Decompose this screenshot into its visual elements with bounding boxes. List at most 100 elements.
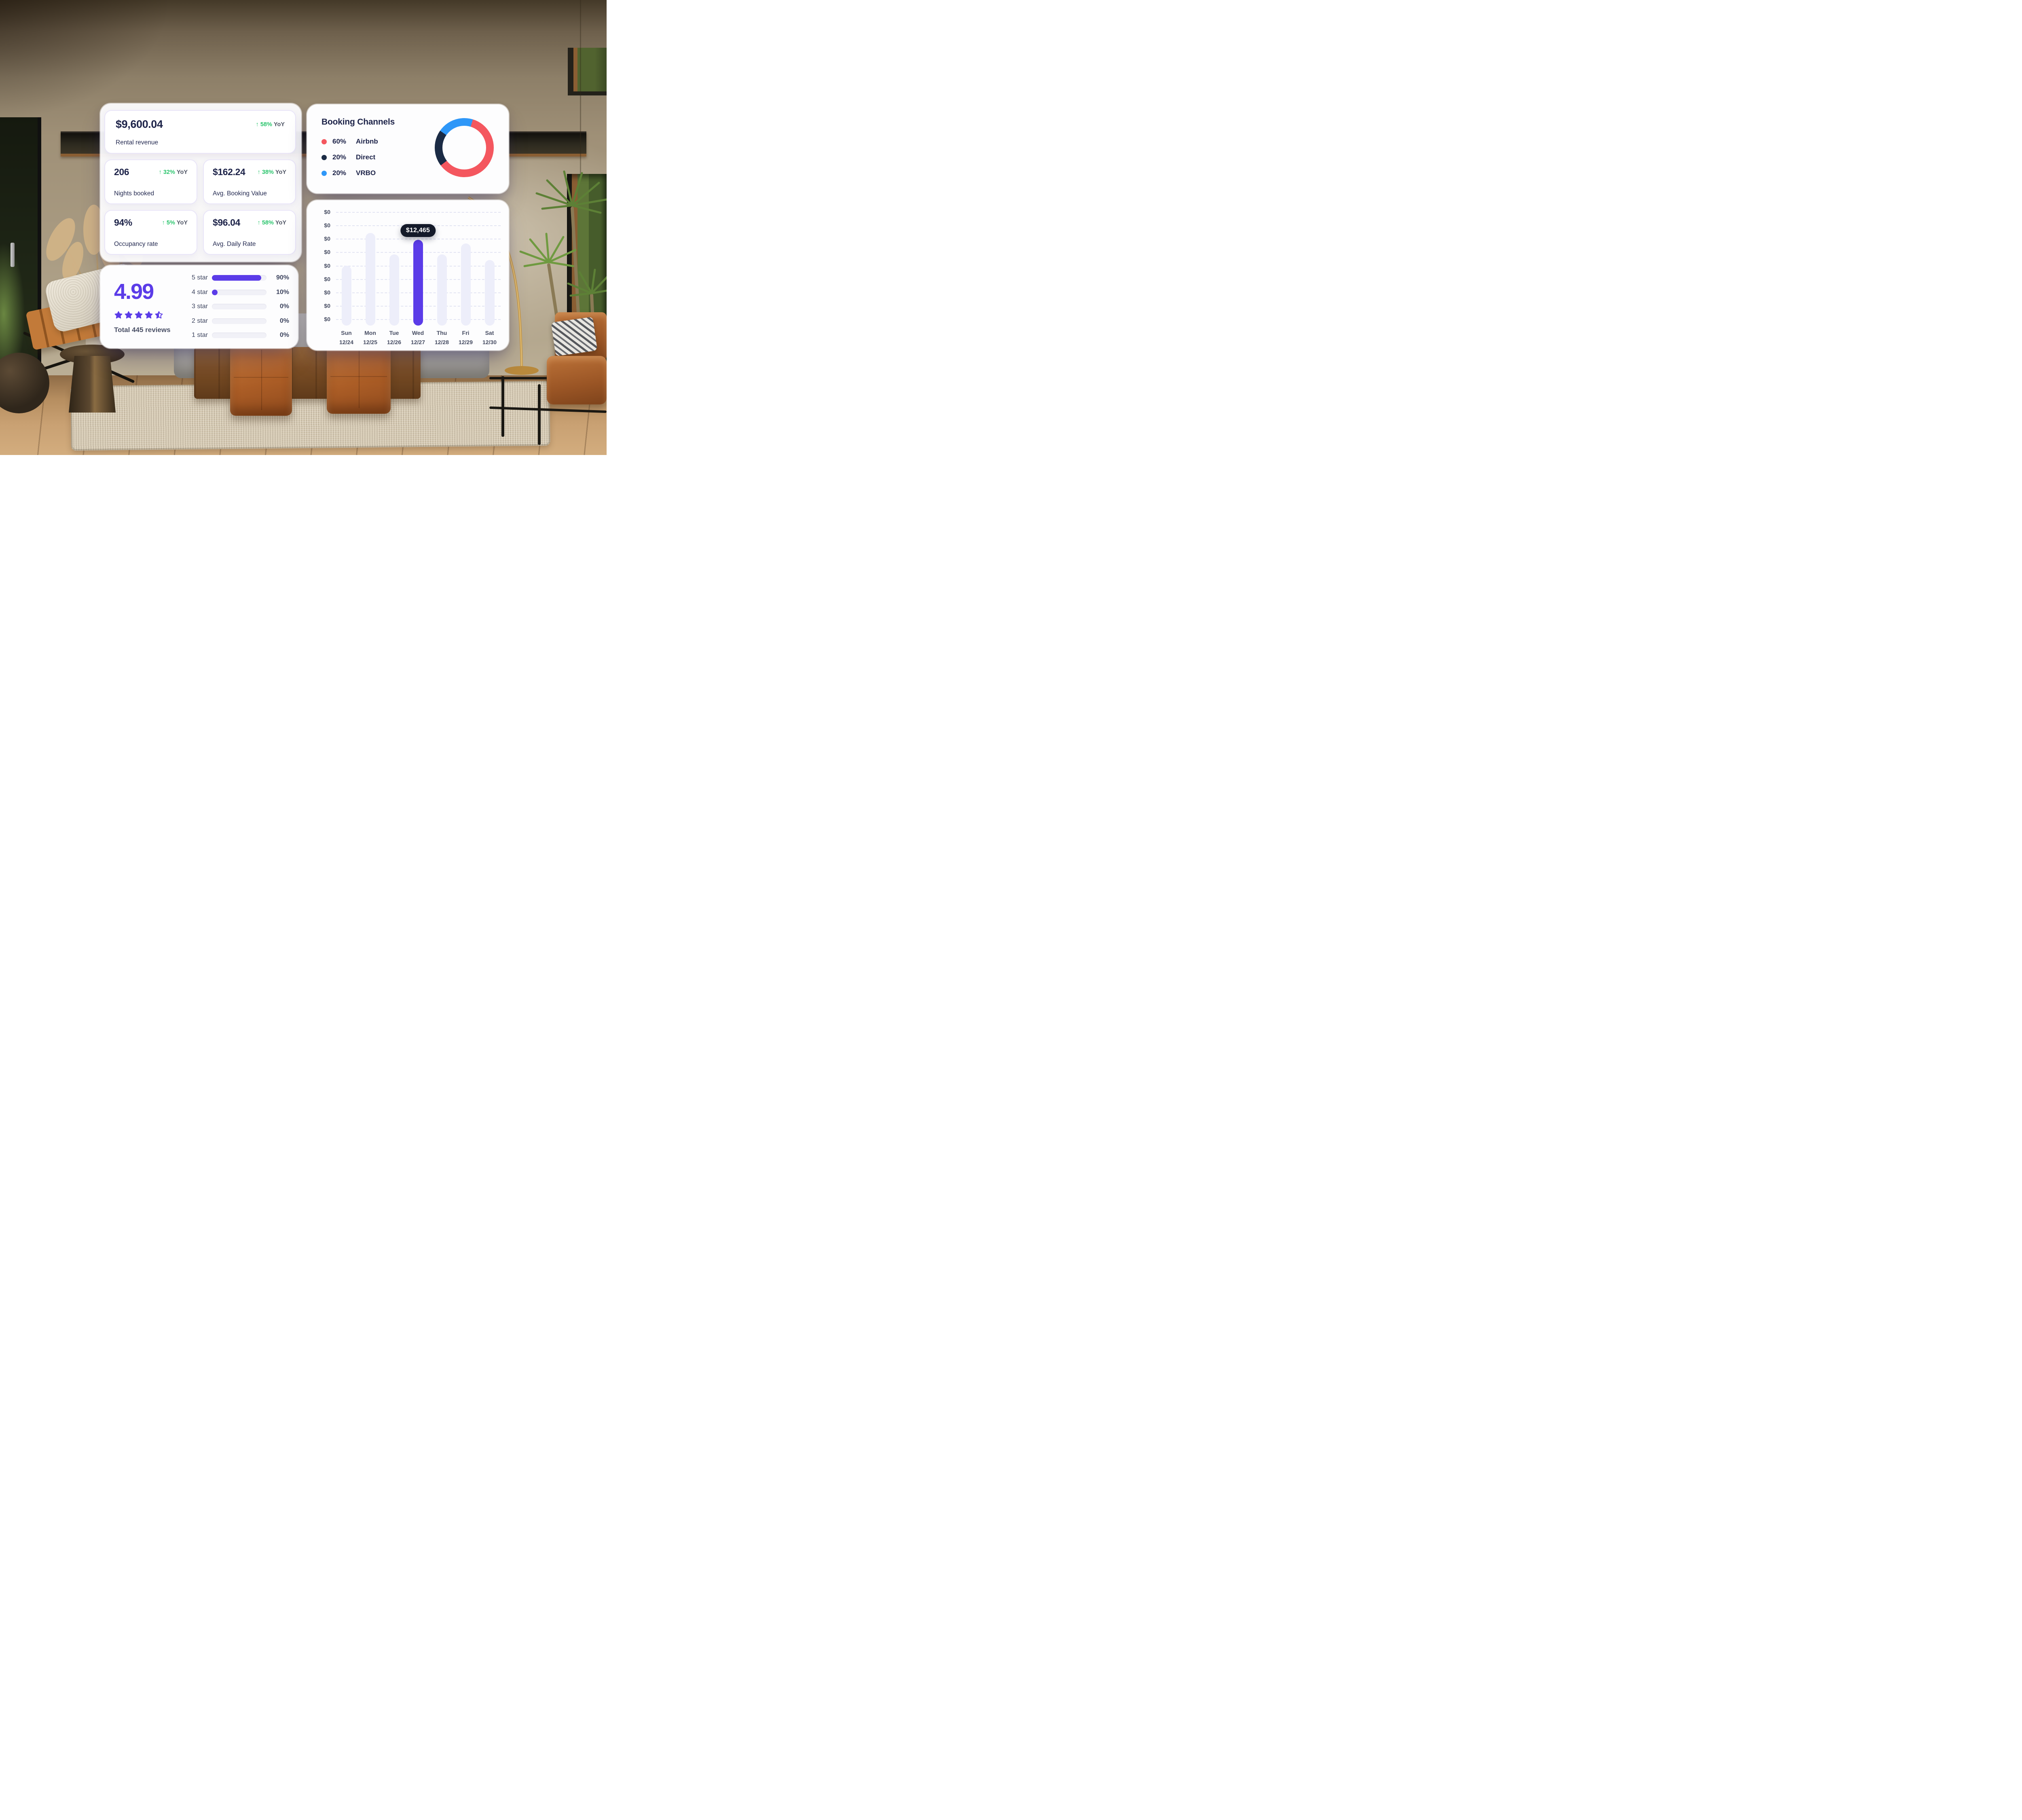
x-tick-fri: Fri 12/29 xyxy=(454,330,478,345)
donut-chart[interactable] xyxy=(435,118,494,177)
revenue-bar[interactable] xyxy=(341,265,351,326)
review-row-percent: 0% xyxy=(279,332,289,339)
review-row-4-star: 4 star 10% xyxy=(187,289,289,296)
bar-column-sat xyxy=(478,212,501,326)
review-bar-track xyxy=(212,275,266,281)
y-tick-label: $0 xyxy=(324,275,330,282)
revenue-chart-card: $0 $0 $0 $0 $0 $0 $0 $0 $0 $12,465 Sun 12/24 Mon 1… xyxy=(307,200,509,350)
avg-daily-rate-value: $96.04 xyxy=(213,217,240,228)
x-date-label: 12/26 xyxy=(387,339,402,345)
leather-armchair-seat xyxy=(547,356,607,404)
y-tick-label: $0 xyxy=(324,222,330,229)
x-tick-mon: Mon 12/25 xyxy=(358,330,382,345)
revenue-bar[interactable] xyxy=(413,240,423,326)
delta-percent: 5% xyxy=(166,219,175,226)
y-tick-label: $0 xyxy=(324,316,330,322)
occupancy-rate-delta: ↑ 5% YoY xyxy=(162,219,188,226)
legend-dot-airbnb xyxy=(321,139,327,144)
stat-label: Avg. Booking Value xyxy=(213,190,267,197)
y-tick-label: $0 xyxy=(324,249,330,256)
door-handle xyxy=(11,243,15,267)
y-tick-label: $0 xyxy=(324,302,330,309)
review-row-label: 4 star xyxy=(191,288,208,296)
avg-daily-rate-delta: ↑ 58% YoY xyxy=(257,219,286,226)
stat-card-avg-booking-value: $162.24 ↑ 38% YoY Avg. Booking Value xyxy=(203,159,296,204)
reviews-summary: 4.99 Total 445 reviews xyxy=(114,273,187,340)
armchair-leg xyxy=(501,376,504,437)
review-score: 4.99 xyxy=(114,279,154,304)
revenue-bar[interactable] xyxy=(461,243,471,326)
armchair-leg xyxy=(538,384,541,445)
x-date-label: 12/30 xyxy=(482,339,497,345)
legend-item-direct: 20% Direct xyxy=(321,153,494,161)
x-date-label: 12/27 xyxy=(410,339,425,345)
dark-planter xyxy=(0,353,49,413)
arrow-up-icon: ↑ xyxy=(256,121,259,128)
nights-booked-value: 206 xyxy=(114,167,129,177)
dashboard-screenshot: $9,600.04 ↑ 58% YoY Rental revenue 206 ↑… xyxy=(0,0,607,455)
delta-suffix: YoY xyxy=(176,169,188,176)
delta-suffix: YoY xyxy=(273,121,285,128)
chart-plot: $12,465 xyxy=(334,212,501,326)
x-day-label: Fri xyxy=(462,330,470,336)
booking-channels-card: Booking Channels 60% Airbnb 20% Direct 2… xyxy=(307,104,509,193)
stat-card-nights-booked: 206 ↑ 32% YoY Nights booked xyxy=(104,159,197,204)
star-half-icon xyxy=(155,311,163,319)
review-bar-track xyxy=(212,318,266,324)
review-row-percent: 10% xyxy=(276,288,289,296)
bar-column-wed: $12,465 xyxy=(400,212,436,326)
delta-percent: 38% xyxy=(262,169,274,176)
review-row-5-star: 5 star 90% xyxy=(187,274,289,281)
window-top-right xyxy=(568,48,607,95)
x-date-label: 12/28 xyxy=(434,339,449,345)
total-reviews-label: Total 445 reviews xyxy=(114,326,171,334)
delta-suffix: YoY xyxy=(275,219,286,226)
delta-percent: 58% xyxy=(260,121,272,128)
review-bar-fill xyxy=(212,275,261,281)
review-row-percent: 0% xyxy=(279,317,289,324)
star-icon xyxy=(135,311,143,319)
bars-layer: $12,465 xyxy=(334,212,501,326)
legend-dot-direct xyxy=(321,154,327,160)
y-tick-label: $0 xyxy=(324,262,330,269)
delta-suffix: YoY xyxy=(275,169,286,176)
bar-column-mon xyxy=(358,212,382,326)
star-icon xyxy=(114,311,123,319)
bar-column-sun xyxy=(334,212,358,326)
legend-label: VRBO xyxy=(356,169,376,177)
nights-booked-delta: ↑ 32% YoY xyxy=(159,169,188,176)
occupancy-rate-value: 94% xyxy=(114,217,132,228)
star-rating xyxy=(114,311,187,320)
x-day-label: Sat xyxy=(485,330,494,336)
arrow-up-icon: ↑ xyxy=(257,169,260,176)
delta-percent: 32% xyxy=(163,169,175,176)
revenue-bar[interactable] xyxy=(389,254,399,326)
review-bar-fill xyxy=(212,289,218,295)
revenue-bar[interactable] xyxy=(437,254,447,326)
stat-card-rental-revenue: $9,600.04 ↑ 58% YoY Rental revenue xyxy=(104,110,296,154)
legend-dot-vrbo xyxy=(321,170,327,176)
y-tick-label: $0 xyxy=(324,209,330,215)
x-tick-sat: Sat 12/30 xyxy=(478,330,501,345)
kpi-stats-group: $9,600.04 ↑ 58% YoY Rental revenue 206 ↑… xyxy=(100,104,301,262)
review-bar-track xyxy=(212,304,266,309)
review-row-label: 5 star xyxy=(191,274,208,281)
leather-pouf-left xyxy=(230,344,292,416)
review-row-label: 3 star xyxy=(191,303,208,310)
bar-column-thu xyxy=(430,212,454,326)
bar-column-tue xyxy=(382,212,406,326)
stat-card-avg-daily-rate: $96.04 ↑ 58% YoY Avg. Daily Rate xyxy=(203,210,296,255)
x-tick-tue: Tue 12/26 xyxy=(382,330,406,345)
legend-item-airbnb: 60% Airbnb xyxy=(321,138,494,146)
arrow-up-icon: ↑ xyxy=(162,219,165,226)
legend-percent: 60% xyxy=(332,138,347,145)
review-row-label: 2 star xyxy=(191,317,208,324)
revenue-bar[interactable] xyxy=(365,233,375,326)
revenue-bar[interactable] xyxy=(484,260,495,326)
legend-percent: 20% xyxy=(332,169,347,177)
stat-card-occupancy-rate: 94% ↑ 5% YoY Occupancy rate xyxy=(104,210,197,255)
chart-tooltip: $12,465 xyxy=(400,224,436,237)
delta-suffix: YoY xyxy=(176,219,188,226)
arrow-up-icon: ↑ xyxy=(159,169,162,176)
x-tick-wed: Wed 12/27 xyxy=(406,330,430,345)
